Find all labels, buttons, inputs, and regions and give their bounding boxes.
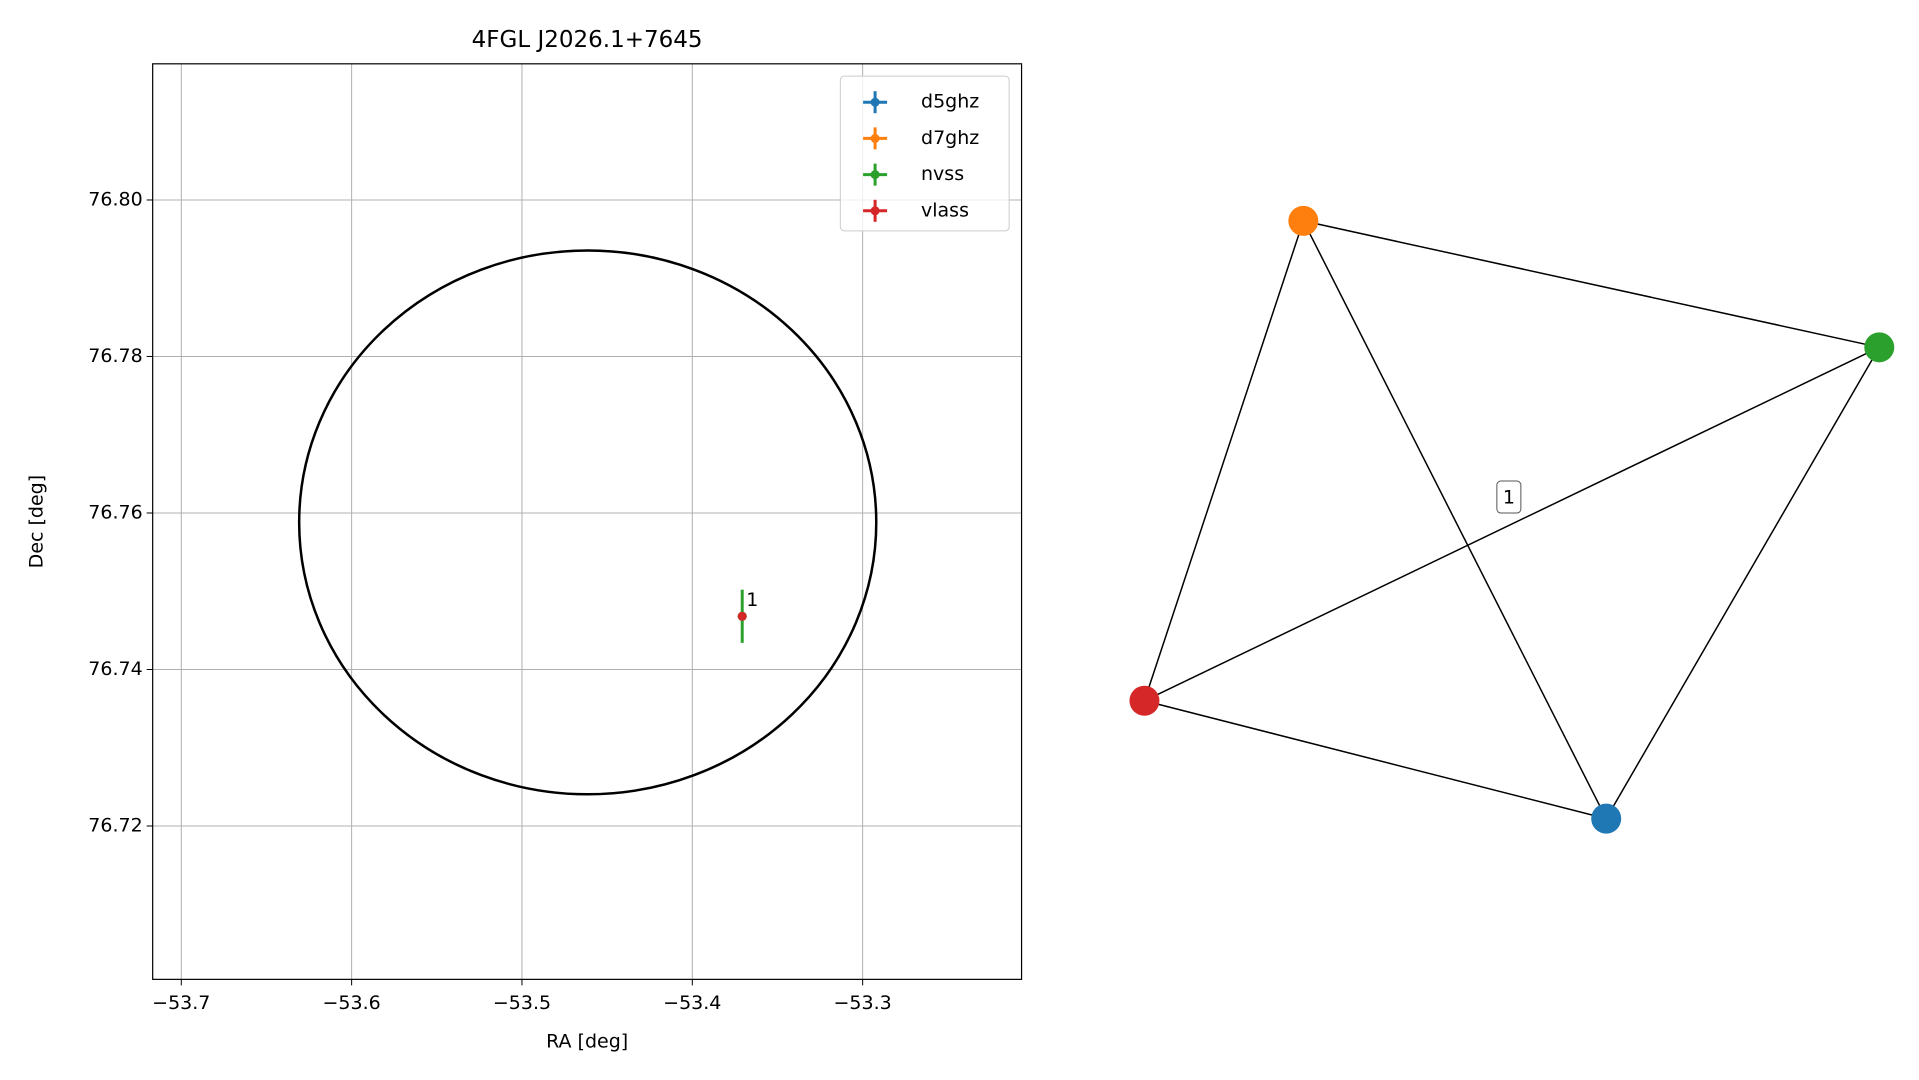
x-axis-label: RA [deg] (546, 1030, 628, 1052)
legend-marker (870, 97, 880, 107)
y-tick-label: 76.78 (88, 345, 142, 367)
legend-box (839, 75, 1010, 232)
legend-label: d5ghz (921, 91, 979, 113)
y-tick-label: 76.76 (88, 501, 142, 523)
x-tick-label: −53.6 (323, 992, 381, 1014)
legend-marker (870, 206, 880, 216)
chart-title: 4FGL J2026.1+7645 (472, 27, 703, 53)
plot-frame (152, 63, 1023, 980)
legend-label: vlass (921, 199, 969, 221)
x-tick-label: −53.4 (663, 992, 721, 1014)
annotation: 1 (746, 589, 758, 611)
error-ellipse (297, 249, 878, 796)
x-tick-label: −53.3 (834, 992, 892, 1014)
edge (1303, 220, 1880, 349)
legend-marker (870, 133, 880, 143)
y-tick-label: 76.80 (88, 188, 142, 210)
edge (1605, 346, 1880, 819)
legend-label: nvss (921, 163, 964, 185)
x-tick-label: −53.5 (493, 992, 551, 1014)
node (1129, 685, 1160, 716)
x-tick-label: −53.7 (152, 992, 210, 1014)
node (1288, 205, 1319, 236)
point (737, 611, 747, 621)
node (1591, 803, 1622, 834)
edge (1144, 346, 1880, 702)
edge-label: 1 (1503, 487, 1515, 509)
y-tick-label: 76.74 (88, 658, 142, 680)
node (1864, 332, 1895, 363)
edge (1143, 220, 1305, 702)
y-axis-label: Dec [deg] (26, 475, 48, 568)
y-tick-label: 76.72 (88, 814, 142, 836)
edge (1302, 220, 1607, 819)
edge-label-box (1496, 480, 1522, 514)
legend-marker (870, 170, 880, 180)
legend-label: d7ghz (921, 127, 979, 149)
edge (1144, 700, 1607, 820)
